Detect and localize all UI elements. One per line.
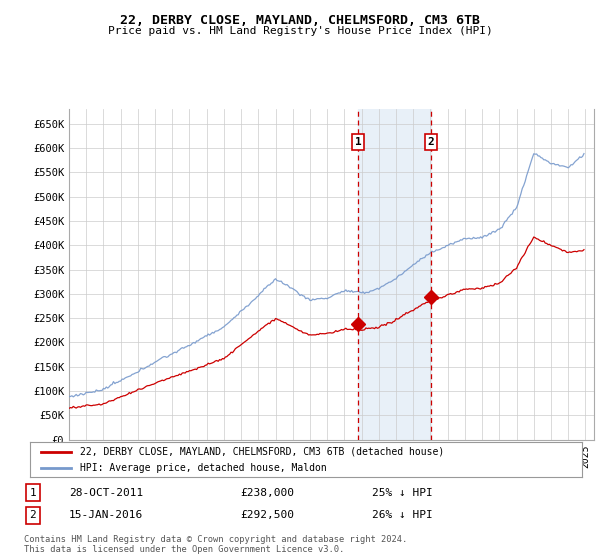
Text: 28-OCT-2011: 28-OCT-2011 xyxy=(69,488,143,498)
Text: 2: 2 xyxy=(29,510,37,520)
Bar xyxy=(358,109,431,440)
Text: £292,500: £292,500 xyxy=(240,510,294,520)
Text: 15-JAN-2016: 15-JAN-2016 xyxy=(69,510,143,520)
Text: 22, DERBY CLOSE, MAYLAND, CHELMSFORD, CM3 6TB (detached house): 22, DERBY CLOSE, MAYLAND, CHELMSFORD, CM… xyxy=(80,447,444,457)
Text: £238,000: £238,000 xyxy=(240,488,294,498)
Text: 25% ↓ HPI: 25% ↓ HPI xyxy=(372,488,433,498)
Text: 22, DERBY CLOSE, MAYLAND, CHELMSFORD, CM3 6TB: 22, DERBY CLOSE, MAYLAND, CHELMSFORD, CM… xyxy=(120,14,480,27)
Text: HPI: Average price, detached house, Maldon: HPI: Average price, detached house, Mald… xyxy=(80,463,326,473)
Text: 1: 1 xyxy=(355,137,361,147)
Text: Contains HM Land Registry data © Crown copyright and database right 2024.
This d: Contains HM Land Registry data © Crown c… xyxy=(24,535,407,554)
Text: 26% ↓ HPI: 26% ↓ HPI xyxy=(372,510,433,520)
Text: 2: 2 xyxy=(428,137,434,147)
Text: 1: 1 xyxy=(29,488,37,498)
Text: Price paid vs. HM Land Registry's House Price Index (HPI): Price paid vs. HM Land Registry's House … xyxy=(107,26,493,36)
